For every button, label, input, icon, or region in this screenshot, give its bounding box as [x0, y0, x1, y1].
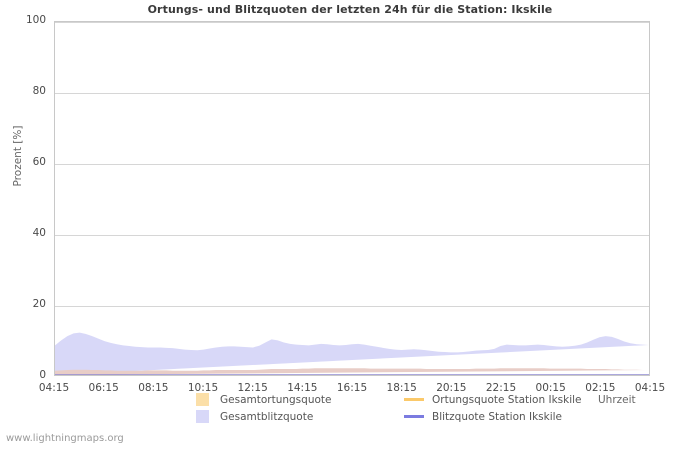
x-tick-minor — [67, 375, 68, 376]
legend-label: Gesamtblitzquote — [220, 410, 314, 423]
legend-swatch-icon — [196, 410, 209, 423]
x-tick-minor — [626, 375, 627, 376]
x-tick-minor — [290, 375, 291, 376]
x-tick-major — [154, 375, 155, 376]
x-tick-minor — [129, 375, 130, 376]
x-tick-minor — [166, 375, 167, 376]
legend-swatch-icon — [196, 393, 209, 406]
legend-label: Gesamtortungsquote — [220, 393, 332, 406]
gridline — [55, 305, 649, 307]
x-tick-label: 12:15 — [237, 382, 268, 394]
x-tick-minor — [526, 375, 527, 376]
x-tick-minor — [390, 375, 391, 376]
y-tick-label: 80 — [32, 85, 46, 97]
gridline — [55, 92, 649, 94]
legend-item-ortungsquote-station: Ortungsquote Station Ikskile — [404, 394, 612, 406]
legend-item-gesamtortungsquote: Gesamtortungsquote — [196, 393, 404, 406]
x-tick-minor — [588, 375, 589, 376]
x-tick-label: 04:15 — [38, 382, 70, 394]
legend-line-icon — [404, 398, 424, 401]
x-tick-minor — [266, 375, 267, 376]
x-tick-label: 08:15 — [138, 382, 169, 394]
x-tick-major — [353, 375, 354, 376]
x-tick-major — [502, 375, 503, 376]
x-axis-title: Uhrzeit — [598, 394, 636, 406]
x-tick-minor — [564, 375, 565, 376]
x-tick-minor — [179, 375, 180, 376]
x-tick-major — [402, 375, 403, 376]
legend-label: Blitzquote Station Ikskile — [432, 410, 563, 423]
x-tick-label: 00:15 — [535, 382, 566, 394]
x-tick-minor — [365, 375, 366, 376]
y-tick-label: 60 — [32, 156, 46, 168]
x-tick-minor — [477, 375, 478, 376]
series-plot — [55, 332, 649, 375]
x-tick-minor — [141, 375, 142, 376]
x-tick-minor — [514, 375, 515, 376]
x-tick-minor — [340, 375, 341, 376]
y-tick-label: 40 — [32, 227, 46, 239]
x-tick-major — [253, 375, 254, 376]
x-tick-minor — [315, 375, 316, 376]
x-tick-label: 14:15 — [287, 382, 318, 394]
legend-label: Ortungsquote Station Ikskile — [432, 393, 582, 406]
x-tick-minor — [228, 375, 229, 376]
x-tick-major — [601, 375, 602, 376]
legend-line-icon — [404, 415, 424, 418]
x-tick-label: 20:15 — [436, 382, 467, 394]
x-tick-label: 04:15 — [634, 382, 666, 394]
x-tick-minor — [278, 375, 279, 376]
x-tick-minor — [92, 375, 93, 376]
x-tick-major — [55, 375, 56, 376]
x-tick-minor — [539, 375, 540, 376]
x-tick-minor — [191, 375, 192, 376]
x-tick-minor — [377, 375, 378, 376]
legend-row: Gesamtblitzquote Blitzquote Station Iksk… — [196, 408, 616, 425]
x-tick-minor — [613, 375, 614, 376]
x-tick-minor — [464, 375, 465, 376]
legend-item-gesamtblitzquote: Gesamtblitzquote — [196, 410, 404, 423]
y-axis-title: Prozent [%] — [12, 125, 24, 187]
x-tick-label: 02:15 — [585, 382, 616, 394]
x-tick-label: 18:15 — [386, 382, 417, 394]
plot-area — [54, 21, 650, 376]
chart-legend: Gesamtortungsquote Ortungsquote Station … — [196, 391, 616, 425]
chart-title: Ortungs- und Blitzquoten der letzten 24h… — [147, 3, 553, 16]
legend-row: Gesamtortungsquote Ortungsquote Station … — [196, 391, 616, 408]
gridline — [55, 234, 649, 236]
x-tick-label: 16:15 — [336, 382, 368, 394]
x-tick-minor — [638, 375, 639, 376]
x-tick-major — [303, 375, 304, 376]
x-tick-minor — [439, 375, 440, 376]
x-tick-minor — [576, 375, 577, 376]
gridline — [55, 22, 649, 23]
x-tick-minor — [216, 375, 217, 376]
area-series-gesamtortungsquote — [55, 368, 649, 375]
x-tick-major — [551, 375, 552, 376]
x-tick-minor — [79, 375, 80, 376]
y-tick-label: 0 — [39, 369, 46, 381]
footer-watermark: www.lightningmaps.org — [6, 433, 124, 444]
x-tick-major — [104, 375, 105, 376]
y-tick-label: 100 — [25, 14, 46, 26]
y-tick-label: 20 — [32, 298, 46, 310]
gridline — [55, 163, 649, 165]
x-tick-label: 06:15 — [88, 382, 119, 394]
x-tick-major — [204, 375, 205, 376]
x-tick-minor — [427, 375, 428, 376]
x-tick-label: 22:15 — [485, 382, 517, 394]
area-series-gesamtblitzquote — [55, 332, 649, 375]
x-tick-minor — [241, 375, 242, 376]
x-tick-minor — [489, 375, 490, 376]
x-tick-label: 10:15 — [187, 382, 219, 394]
x-tick-minor — [328, 375, 329, 376]
legend-item-blitzquote-station: Blitzquote Station Ikskile — [404, 411, 612, 423]
x-tick-minor — [415, 375, 416, 376]
x-tick-minor — [117, 375, 118, 376]
x-tick-major — [452, 375, 453, 376]
